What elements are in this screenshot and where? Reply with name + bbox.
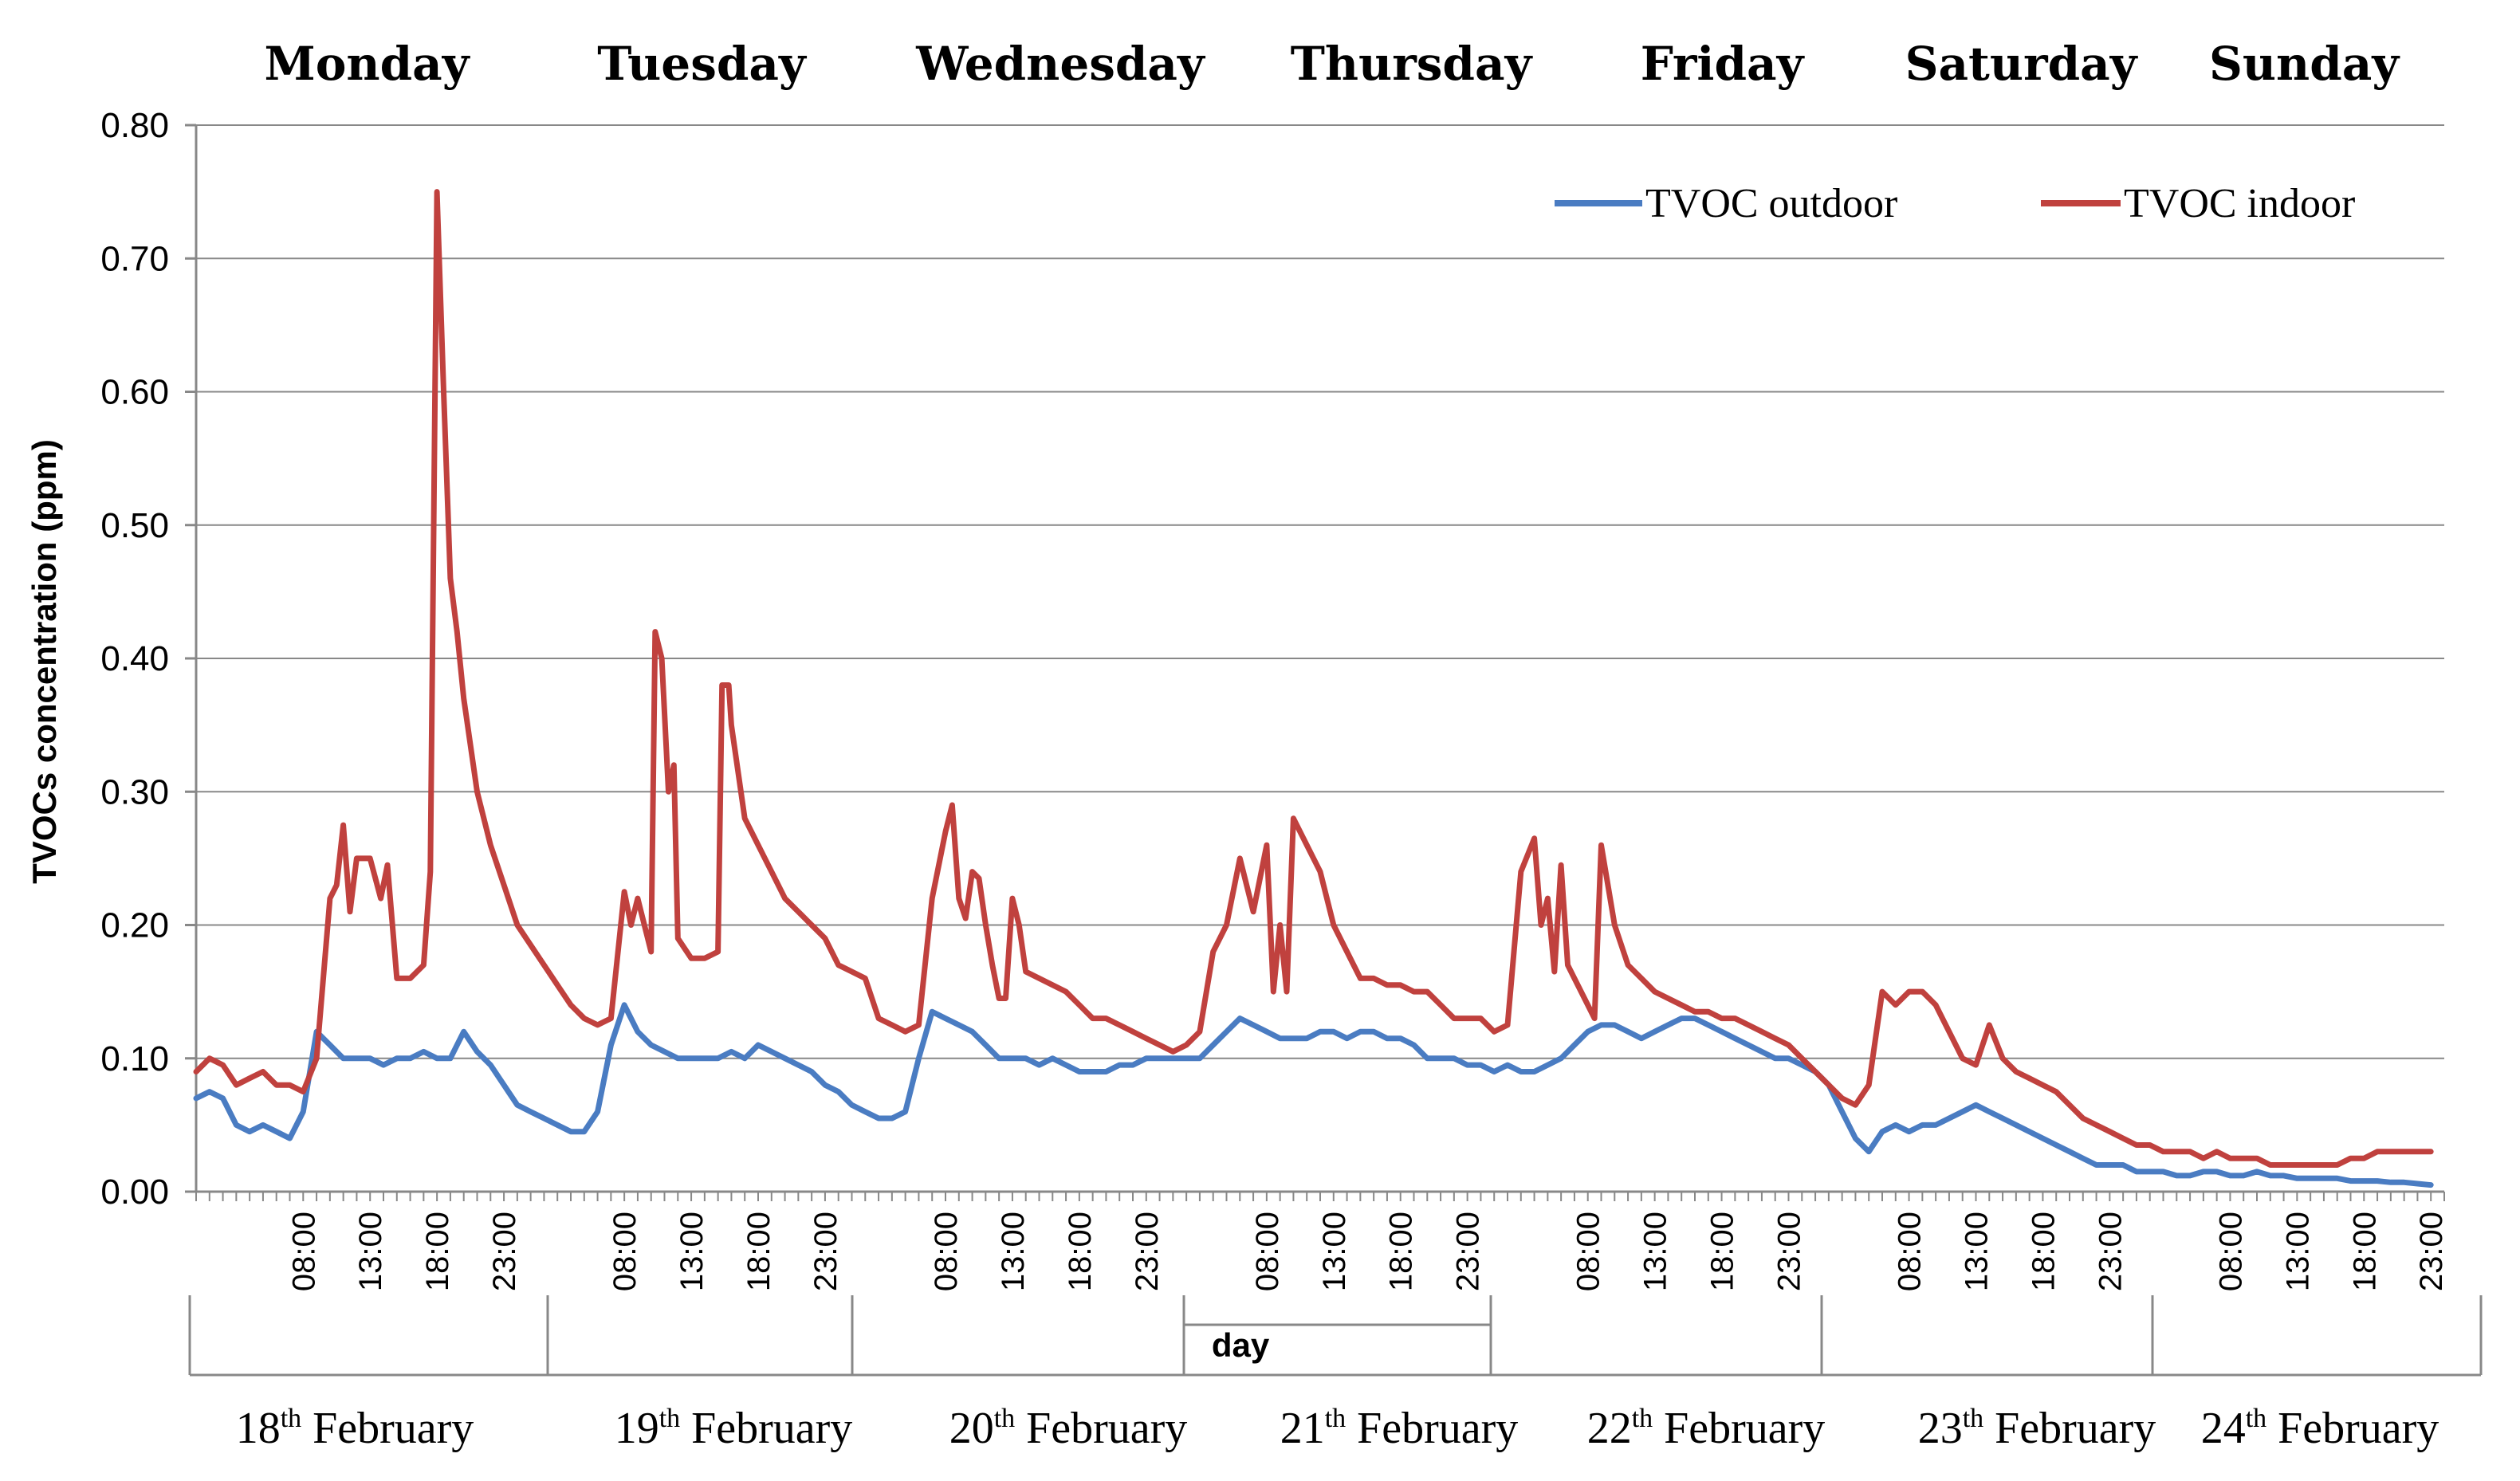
date-label: 22th February (1587, 1404, 1826, 1453)
hour-tick-label: 08:00 (1250, 1212, 1285, 1291)
hour-tick-label: 13:00 (1638, 1212, 1673, 1291)
date-label: 23th February (1918, 1404, 2156, 1453)
date-month: February (2266, 1404, 2439, 1453)
hour-tick-label: 18:00 (2026, 1212, 2061, 1291)
day-name-sunday: Sunday (2209, 37, 2400, 91)
legend-label: TVOC indoor (2124, 181, 2355, 226)
hour-tick-label: 18:00 (1705, 1212, 1740, 1291)
y-tick-label: 0.40 (100, 639, 169, 678)
hour-tick-labels: 08:00 13:00 18:00 23:00 08:00 13:00 18:00 23:00… (286, 1212, 2449, 1291)
series-line-tvoc-indoor (193, 189, 2434, 1168)
date-month: February (680, 1404, 852, 1453)
date-label: 20th February (949, 1404, 1188, 1453)
hour-tick-label: 13:00 (1317, 1212, 1352, 1291)
date-label: 24th February (2201, 1404, 2439, 1453)
hour-tick-label: 18:00 (741, 1212, 776, 1291)
date-ordinal-suffix: th (1963, 1404, 1983, 1433)
date-label: 21th February (1280, 1404, 1519, 1453)
x-axis-label: day (1212, 1326, 1270, 1364)
date-ordinal-suffix: th (1632, 1404, 1653, 1433)
date-day-number: 24 (2201, 1404, 2246, 1453)
date-month: February (301, 1404, 474, 1453)
date-ordinal-suffix: th (659, 1404, 680, 1433)
date-month: February (1983, 1404, 2156, 1453)
hour-tick-label: 23:00 (1772, 1212, 1807, 1291)
date-day-number: 23 (1918, 1404, 1963, 1453)
day-name-friday: Friday (1641, 37, 1806, 91)
date-day-number: 18 (236, 1404, 281, 1453)
hour-tick-label: 23:00 (808, 1212, 843, 1291)
date-day-number: 20 (949, 1404, 994, 1453)
y-axis-label: TVOCs concentration (ppm) (26, 439, 63, 884)
day-name-wednesday: Wednesday (915, 37, 1206, 91)
hour-tick-label: 08:00 (607, 1212, 643, 1291)
hour-tick-label: 23:00 (1451, 1212, 1486, 1291)
y-tick-label: 0.80 (100, 106, 169, 145)
hour-tick-label: 23:00 (2093, 1212, 2128, 1291)
legend-label: TVOC outdoor (1645, 181, 1897, 226)
date-month: February (1653, 1404, 1825, 1453)
date-ordinal-suffix: th (994, 1404, 1015, 1433)
day-brackets (188, 1295, 2483, 1377)
date-ordinal-suffix: th (1325, 1404, 1346, 1433)
hour-tick-label: 08:00 (929, 1212, 964, 1291)
series-line-tvoc-outdoor (193, 1002, 2434, 1188)
x-axis (195, 125, 2445, 1201)
hour-tick-label: 18:00 (2347, 1212, 2382, 1291)
series-layer (193, 189, 2434, 1188)
hour-tick-label: 18:00 (420, 1212, 455, 1291)
day-name-thursday: Thursday (1291, 37, 1534, 91)
hour-tick-label: 13:00 (353, 1212, 388, 1291)
day-name-tuesday: Tuesday (597, 37, 808, 91)
date-month: February (1015, 1404, 1187, 1453)
day-name-monday: Monday (265, 37, 471, 91)
hour-tick-label: 18:00 (1063, 1212, 1098, 1291)
hour-tick-label: 13:00 (1960, 1212, 1995, 1291)
y-tick-label: 0.70 (100, 239, 169, 278)
legend: TVOC outdoor TVOC indoor (1555, 181, 2355, 226)
y-tick-label: 0.10 (100, 1039, 169, 1078)
hour-tick-label: 23:00 (1130, 1212, 1165, 1291)
hour-tick-label: 13:00 (674, 1212, 710, 1291)
hour-tick-label: 23:00 (487, 1212, 522, 1291)
date-day-number: 21 (1280, 1404, 1325, 1453)
hour-tick-label: 08:00 (1571, 1212, 1606, 1291)
day-name-saturday: Saturday (1905, 37, 2139, 91)
day-name-row: Monday Tuesday Wednesday Thursday Friday Satu… (265, 37, 2401, 91)
hour-tick-label: 13:00 (996, 1212, 1031, 1291)
y-axis-ticks: 0.00 0.10 0.20 0.30 0.40 0.50 0.60 0.70 0.80 (100, 106, 169, 1212)
date-label: 19th February (615, 1404, 853, 1453)
date-ordinal-suffix: th (2246, 1404, 2266, 1433)
date-labels: 18th February 19th February 20th February 2… (236, 1404, 2439, 1453)
date-day-number: 19 (615, 1404, 659, 1453)
date-ordinal-suffix: th (281, 1404, 301, 1433)
hour-tick-label: 18:00 (1384, 1212, 1419, 1291)
hour-tick-label: 08:00 (286, 1212, 321, 1291)
hour-tick-label: 08:00 (2213, 1212, 2248, 1291)
y-tick-label: 0.20 (100, 906, 169, 945)
date-day-number: 22 (1587, 1404, 1632, 1453)
hour-tick-label: 13:00 (2280, 1212, 2315, 1291)
y-tick-label: 0.60 (100, 373, 169, 412)
gridlines (185, 124, 2444, 1193)
date-month: February (1346, 1404, 1518, 1453)
hour-tick-label: 08:00 (1893, 1212, 1928, 1291)
date-label: 18th February (236, 1404, 474, 1453)
y-tick-label: 0.30 (100, 772, 169, 811)
hour-tick-label: 23:00 (2414, 1212, 2449, 1291)
y-tick-label: 0.00 (100, 1173, 169, 1212)
y-tick-label: 0.50 (100, 506, 169, 545)
